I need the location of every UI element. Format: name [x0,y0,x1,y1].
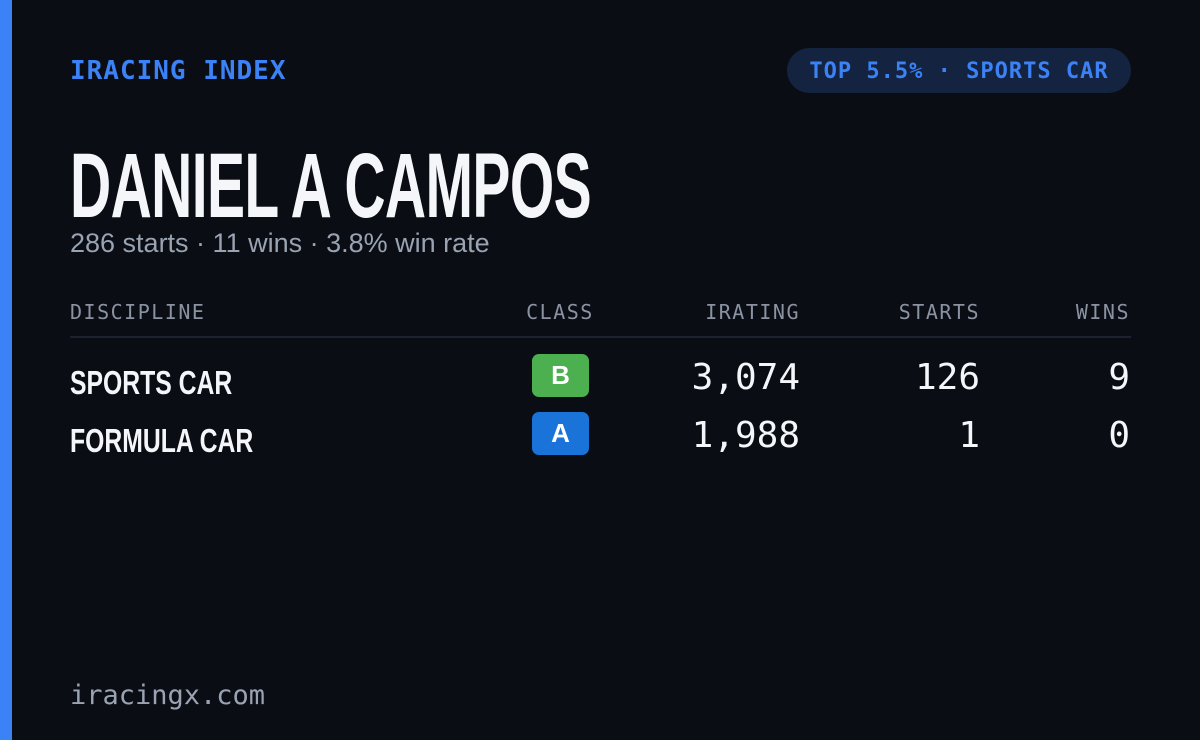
column-header: WINS [1075,300,1130,324]
discipline: SPORTS CAR [70,364,233,401]
column-header: CLASS [526,300,594,324]
footer-site: iracingx.com [70,680,266,711]
irating: 1,988 [691,415,800,456]
wins: 9 [1108,357,1130,398]
brand: IRACING INDEX [70,56,287,86]
irating: 3,074 [691,357,800,398]
column-header: DISCIPLINE [70,300,206,324]
class-badge: A [532,412,589,455]
discipline: FORMULA CAR [70,422,254,459]
accent-bar [0,0,12,740]
rank-badge: TOP 5.5% · SPORTS CAR [787,48,1131,93]
driver-summary: 286 starts · 11 wins · 3.8% win rate [70,228,490,258]
starts: 126 [914,357,980,398]
header-rule [70,336,1131,338]
wins: 0 [1108,415,1130,456]
starts: 1 [958,415,980,456]
column-header: IRATING [705,300,800,324]
column-header: STARTS [898,300,980,324]
class-badge: B [532,354,589,397]
driver-name: DANIEL A CAMPOS [70,135,592,237]
